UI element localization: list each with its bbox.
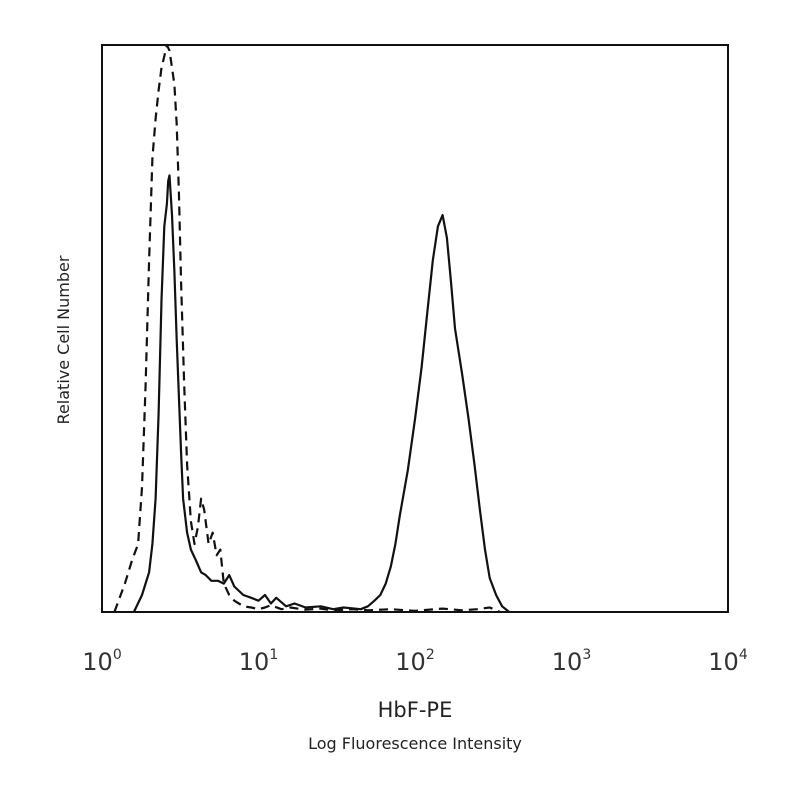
series-line-dashed (113, 43, 501, 614)
x-axis-title: HbF-PE (378, 698, 453, 722)
x-axis-subtitle: Log Fluorescence Intensity (308, 734, 522, 753)
series-line-solid (132, 174, 510, 613)
x-tick-label: 103 (552, 647, 591, 676)
x-tick-label: 100 (82, 647, 121, 676)
x-tick-label: 104 (708, 647, 748, 676)
x-tick-label: 101 (239, 647, 278, 676)
plot-frame (101, 44, 729, 613)
series-layer (113, 43, 510, 614)
x-tick-labels: 100 101 102 103 104 (82, 647, 748, 676)
y-axis-title: Relative Cell Number (54, 255, 73, 424)
x-tick-label: 102 (395, 647, 434, 676)
